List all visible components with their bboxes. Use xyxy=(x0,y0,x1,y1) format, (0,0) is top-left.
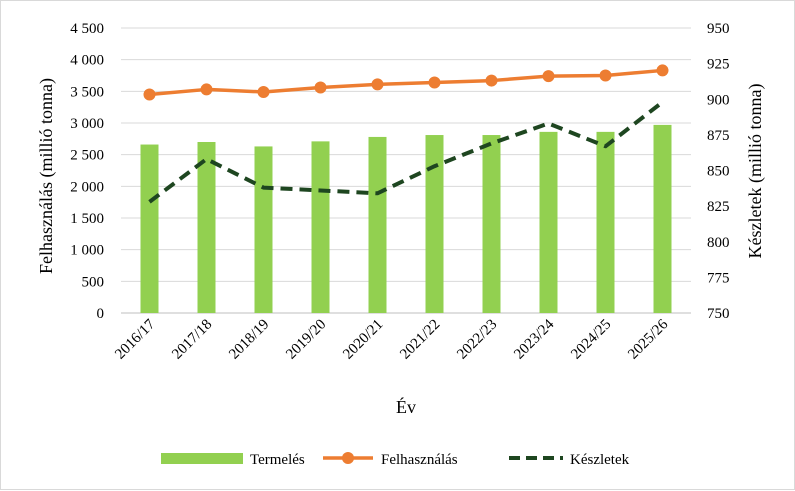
y2-tick-label: 775 xyxy=(707,270,730,286)
y-axis-left-ticks: 0 500 1 000 1 500 2 000 2 500 3 000 3 500 4 000 4… xyxy=(70,21,104,322)
y-tick-label: 1 000 xyxy=(70,243,104,259)
y2-tick-label: 800 xyxy=(707,235,730,251)
bar xyxy=(140,144,159,313)
y-tick-label: 1 500 xyxy=(70,211,104,227)
bar xyxy=(596,131,615,313)
y-tick-label: 2 000 xyxy=(70,179,104,195)
x-tick-label: 2018/19 xyxy=(226,317,272,363)
x-tick-label: 2025/26 xyxy=(625,316,671,362)
point-felhasznalas xyxy=(428,76,441,89)
y2-tick-label: 850 xyxy=(707,164,730,180)
bar xyxy=(653,124,672,314)
bar xyxy=(539,131,558,313)
bar xyxy=(482,135,501,313)
point-felhasznalas xyxy=(314,81,327,94)
bar xyxy=(368,136,387,313)
x-tick-label: 2022/23 xyxy=(454,317,500,363)
y-axis-right-ticks: 750 775 800 825 850 875 900 925 950 xyxy=(707,21,730,322)
line-keszletek xyxy=(148,100,664,204)
y-axis-left-title: Felhasználás (millió tonna) xyxy=(36,78,57,274)
y-tick-label: 3 500 xyxy=(70,84,104,100)
point-felhasznalas xyxy=(200,83,213,96)
legend-swatch-termeles xyxy=(161,453,243,464)
bar-series xyxy=(140,124,672,314)
x-axis-ticks: 2016/17 2017/18 2018/19 2019/20 2020/21 2021/… xyxy=(112,316,671,362)
bar xyxy=(311,141,330,313)
y2-tick-label: 925 xyxy=(707,57,730,73)
y2-tick-label: 950 xyxy=(707,21,730,37)
point-felhasznalas xyxy=(656,64,669,77)
bar xyxy=(254,146,273,313)
y2-tick-label: 875 xyxy=(707,128,730,144)
gridlines xyxy=(121,27,691,314)
x-tick-label: 2024/25 xyxy=(568,317,614,363)
y2-tick-label: 750 xyxy=(707,306,730,322)
point-felhasznalas xyxy=(485,74,498,87)
y-tick-label: 4 500 xyxy=(70,21,104,37)
y2-tick-label: 825 xyxy=(707,199,730,215)
point-felhasznalas xyxy=(599,69,612,82)
y-tick-label: 4 000 xyxy=(70,53,104,69)
legend-marker-felhasznalas xyxy=(342,452,354,464)
y-tick-label: 0 xyxy=(97,306,105,322)
point-felhasznalas xyxy=(542,70,555,83)
x-tick-label: 2020/21 xyxy=(340,317,386,363)
x-tick-label: 2017/18 xyxy=(169,317,215,363)
legend: Termelés Felhasználás Készletek xyxy=(161,452,630,468)
line-series xyxy=(143,64,669,204)
x-tick-label: 2023/24 xyxy=(511,316,557,362)
line-felhasznalas xyxy=(149,68,663,97)
x-tick-label: 2021/22 xyxy=(397,317,443,363)
legend-label-felhasznalas: Felhasználás xyxy=(381,452,458,468)
y-axis-right-title: Készletek (millió tonna) xyxy=(745,84,766,259)
point-felhasznalas xyxy=(143,88,156,101)
y-tick-label: 500 xyxy=(82,274,105,290)
bar xyxy=(197,142,216,313)
x-tick-label: 2016/17 xyxy=(112,316,158,362)
y2-tick-label: 900 xyxy=(707,92,730,108)
legend-label-keszletek: Készletek xyxy=(570,452,630,468)
x-axis-title: Év xyxy=(396,396,416,417)
y-tick-label: 2 500 xyxy=(70,148,104,164)
point-felhasznalas xyxy=(257,85,270,98)
point-felhasznalas xyxy=(371,78,384,91)
y-tick-label: 3 000 xyxy=(70,116,104,132)
x-tick-label: 2019/20 xyxy=(283,317,329,363)
bar xyxy=(425,135,444,313)
legend-label-termeles: Termelés xyxy=(250,452,305,468)
